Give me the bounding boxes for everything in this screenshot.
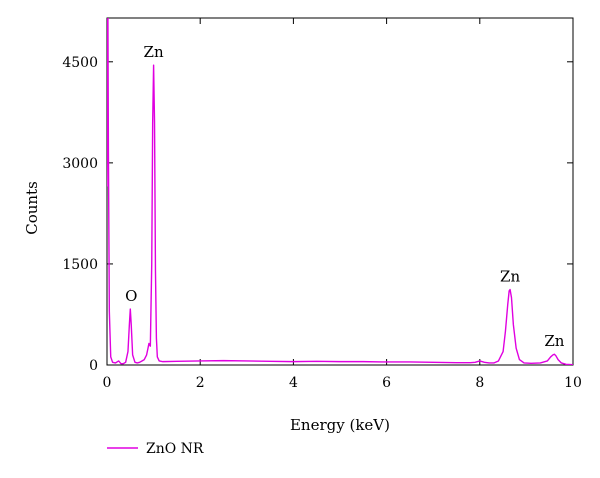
y-tick-label: 3000 (62, 156, 98, 172)
x-tick-label: 4 (289, 375, 298, 391)
peak-label: Zn (144, 43, 164, 61)
plot-area-border (106, 17, 574, 366)
series-line-zno-nr (107, 18, 573, 365)
x-tick-label: 10 (564, 375, 582, 391)
y-tick-label: 1500 (62, 257, 98, 273)
y-tick-label: 4500 (62, 55, 98, 71)
peak-label: Zn (544, 332, 564, 350)
peak-annotations: Zn O Zn Zn (125, 43, 565, 350)
peak-label: Zn (500, 268, 520, 286)
x-tick-label: 6 (382, 375, 391, 391)
legend-label: ZnO NR (146, 441, 204, 457)
y-axis-title: Counts (23, 181, 41, 235)
peak-label: O (125, 287, 137, 305)
x-tick-label: 8 (475, 375, 484, 391)
x-axis-ticks: 0 2 4 6 8 10 (103, 18, 582, 391)
x-axis-title: Energy (keV) (290, 416, 390, 434)
series-layer (107, 18, 573, 365)
y-tick-label: 0 (89, 358, 98, 374)
x-tick-label: 2 (196, 375, 205, 391)
plot-frame (106, 17, 574, 366)
x-tick-label: 0 (103, 375, 112, 391)
y-axis-ticks: 0 1500 3000 4500 (62, 55, 573, 374)
legend: ZnO NR (107, 441, 204, 457)
